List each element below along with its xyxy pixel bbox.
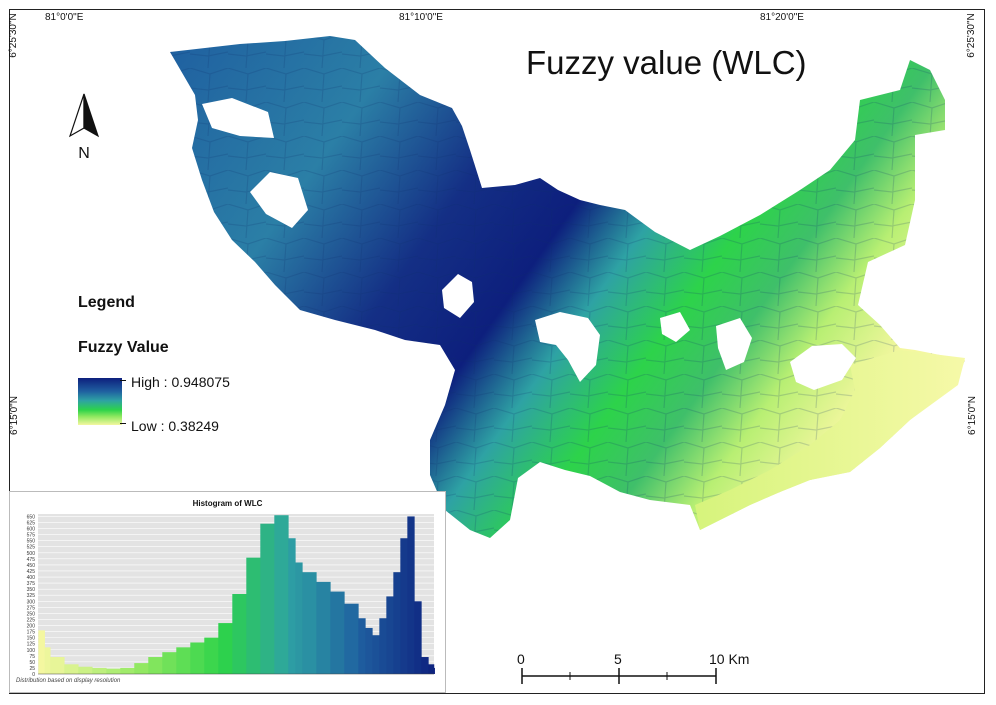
histogram-panel: Histogram of WLC 0 25 50 75 100 125 150 175 200 2… (9, 491, 446, 693)
histogram-y-tick-label: 400 (27, 575, 36, 581)
histogram-title: Histogram of WLC (192, 499, 263, 508)
histogram-y-tick-label: 175 (27, 630, 36, 636)
histogram-bar (386, 596, 394, 674)
histogram-bar (316, 581, 331, 674)
histogram-bar (246, 557, 261, 674)
histogram-bar (78, 666, 93, 674)
map-title: Fuzzy value (WLC) (526, 44, 807, 81)
histogram-footnote: Distribution based on display resolution (16, 678, 121, 684)
histogram-y-tick-label: 25 (29, 666, 35, 672)
histogram-y-tick-label: 525 (27, 545, 36, 551)
histogram-y-tick-label: 300 (27, 599, 36, 605)
water-hole-1 (202, 98, 274, 138)
histogram-bar (379, 618, 387, 674)
histogram-y-tick-label: 625 (27, 520, 36, 526)
histogram-bar (134, 663, 149, 674)
histogram-bar (433, 667, 435, 674)
legend-tick-high (120, 380, 126, 381)
histogram-y-tick-label: 200 (27, 624, 36, 630)
histogram-bar (358, 618, 366, 674)
histogram-bar (64, 664, 79, 674)
histogram-y-tick-label: 0 (32, 672, 35, 678)
legend-title: Legend (78, 294, 135, 311)
scale-label-0: 0 (517, 651, 525, 667)
histogram-y-tick-label: 75 (29, 654, 35, 660)
histogram-y-tick-label: 250 (27, 611, 36, 617)
coord-top-3: 81°20'0"E (760, 12, 804, 23)
coord-top-1: 81°0'0"E (45, 12, 84, 23)
histogram-bar (148, 657, 163, 674)
study-area-texture (170, 36, 965, 538)
scale-label-10: 10 Km (709, 651, 750, 667)
water-hole-6 (716, 318, 752, 370)
histogram-bar (50, 657, 65, 674)
histogram-bar (120, 667, 135, 674)
histogram-bar (428, 664, 435, 674)
histogram-bar (400, 538, 408, 674)
histogram-bar (393, 572, 401, 674)
water-hole-7 (790, 344, 856, 390)
north-arrow-label: N (78, 145, 90, 162)
histogram-y-tick-label: 600 (27, 527, 36, 533)
histogram-y-tick-label: 275 (27, 605, 36, 611)
water-hole-5 (660, 312, 690, 342)
histogram-y-tick-label: 350 (27, 587, 36, 593)
histogram-bar (44, 647, 51, 674)
histogram-y-tick-label: 125 (27, 642, 36, 648)
coord-top-2: 81°10'0"E (399, 12, 443, 23)
histogram-y-tick-label: 450 (27, 563, 36, 569)
legend-subtitle: Fuzzy Value (78, 339, 169, 356)
legend-tick-low (120, 423, 126, 424)
histogram-y-tick-label: 425 (27, 569, 36, 575)
coastal-low-zone (695, 350, 965, 530)
legend-color-ramp (78, 378, 122, 425)
histogram-bar (176, 647, 191, 674)
histogram-y-tick-label: 100 (27, 648, 36, 654)
histogram-bar (190, 642, 205, 674)
histogram-bar (204, 637, 219, 674)
histogram-bar (372, 635, 380, 674)
histogram-bar (414, 601, 422, 674)
histogram-bar (407, 516, 415, 674)
histogram-bar (288, 538, 296, 674)
histogram-y-tick-label: 475 (27, 557, 36, 563)
histogram-bar (38, 630, 45, 674)
water-hole-3 (442, 274, 474, 318)
map-frame (9, 9, 985, 694)
histogram-y-tick-label: 575 (27, 533, 36, 539)
histogram-bar (365, 627, 373, 674)
histogram-bar (421, 657, 429, 674)
histogram-bar (106, 668, 121, 674)
histogram-y-tick-label: 50 (29, 660, 35, 666)
histogram-bar (260, 523, 275, 674)
histogram-y-tick-label: 225 (27, 617, 36, 623)
histogram-bar (295, 562, 303, 674)
legend-high-value: High : 0.948075 (131, 374, 230, 390)
histogram-y-tick-label: 150 (27, 636, 36, 642)
histogram-y-tick-label: 650 (27, 514, 36, 520)
water-hole-4 (535, 312, 600, 382)
histogram-bar (232, 594, 247, 674)
scale-label-5: 5 (614, 651, 622, 667)
histogram-bar (218, 623, 233, 674)
histogram-bar (92, 667, 107, 674)
scale-bar (521, 668, 717, 684)
histogram-y-tick-label: 500 (27, 551, 36, 557)
legend-low-value: Low : 0.38249 (131, 418, 219, 434)
histogram-y-tick-label: 550 (27, 539, 36, 545)
north-arrow-icon: N (68, 93, 100, 162)
histogram-bar (344, 603, 359, 674)
histogram-bar (330, 591, 345, 674)
water-hole-2 (250, 172, 308, 228)
histogram-bar (274, 515, 289, 674)
histogram-y-tick-label: 375 (27, 581, 36, 587)
histogram-bar (302, 572, 317, 674)
histogram-bar (162, 652, 177, 674)
histogram-chart: 0255075100125150175200225250275300325350… (27, 514, 435, 678)
histogram-y-tick-label: 325 (27, 593, 36, 599)
